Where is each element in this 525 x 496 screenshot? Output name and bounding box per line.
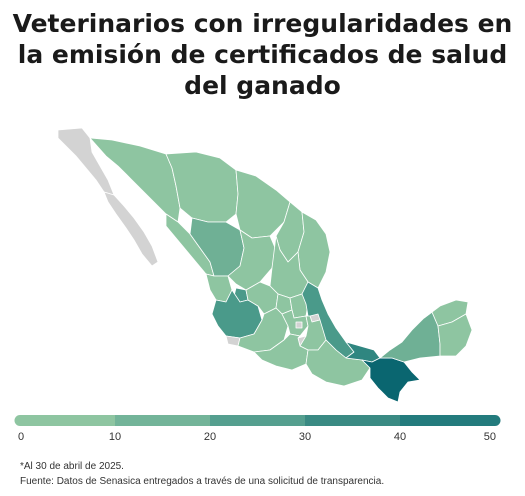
legend-segment [305,415,401,426]
legend-segment [20,415,116,426]
legend-cap-right [489,415,501,426]
legend-tick-label: 50 [484,431,496,443]
legend-segment [210,415,306,426]
legend-cap-left [14,415,26,426]
state-baja-california [57,127,115,196]
state-campeche [379,311,441,363]
page-title: Veterinarios con irregularidades en la e… [12,9,513,100]
state-baja-california-sur [103,191,159,267]
color-legend: 0 10 20 30 40 50 [14,415,501,443]
state-guerrero [253,333,309,371]
state-chiapas [361,357,421,403]
state-cdmx [295,321,303,329]
date-note: *Al 30 de abril de 2025. [20,461,124,472]
source-note: Fuente: Datos de Senasica entregados a t… [20,476,385,487]
mexico-map [57,127,473,403]
legend-tick-label: 20 [204,431,216,443]
legend-segment [400,415,495,426]
legend-ticks: 0 10 20 30 40 50 [18,431,496,443]
legend-tick-label: 10 [109,431,121,443]
state-quintana-roo [437,313,473,357]
state-colima [225,335,241,347]
legend-segment [115,415,211,426]
legend-bar [14,415,501,426]
legend-tick-label: 40 [394,431,406,443]
legend-tick-label: 0 [18,431,24,443]
legend-tick-label: 30 [299,431,311,443]
state-jalisco [211,289,263,339]
